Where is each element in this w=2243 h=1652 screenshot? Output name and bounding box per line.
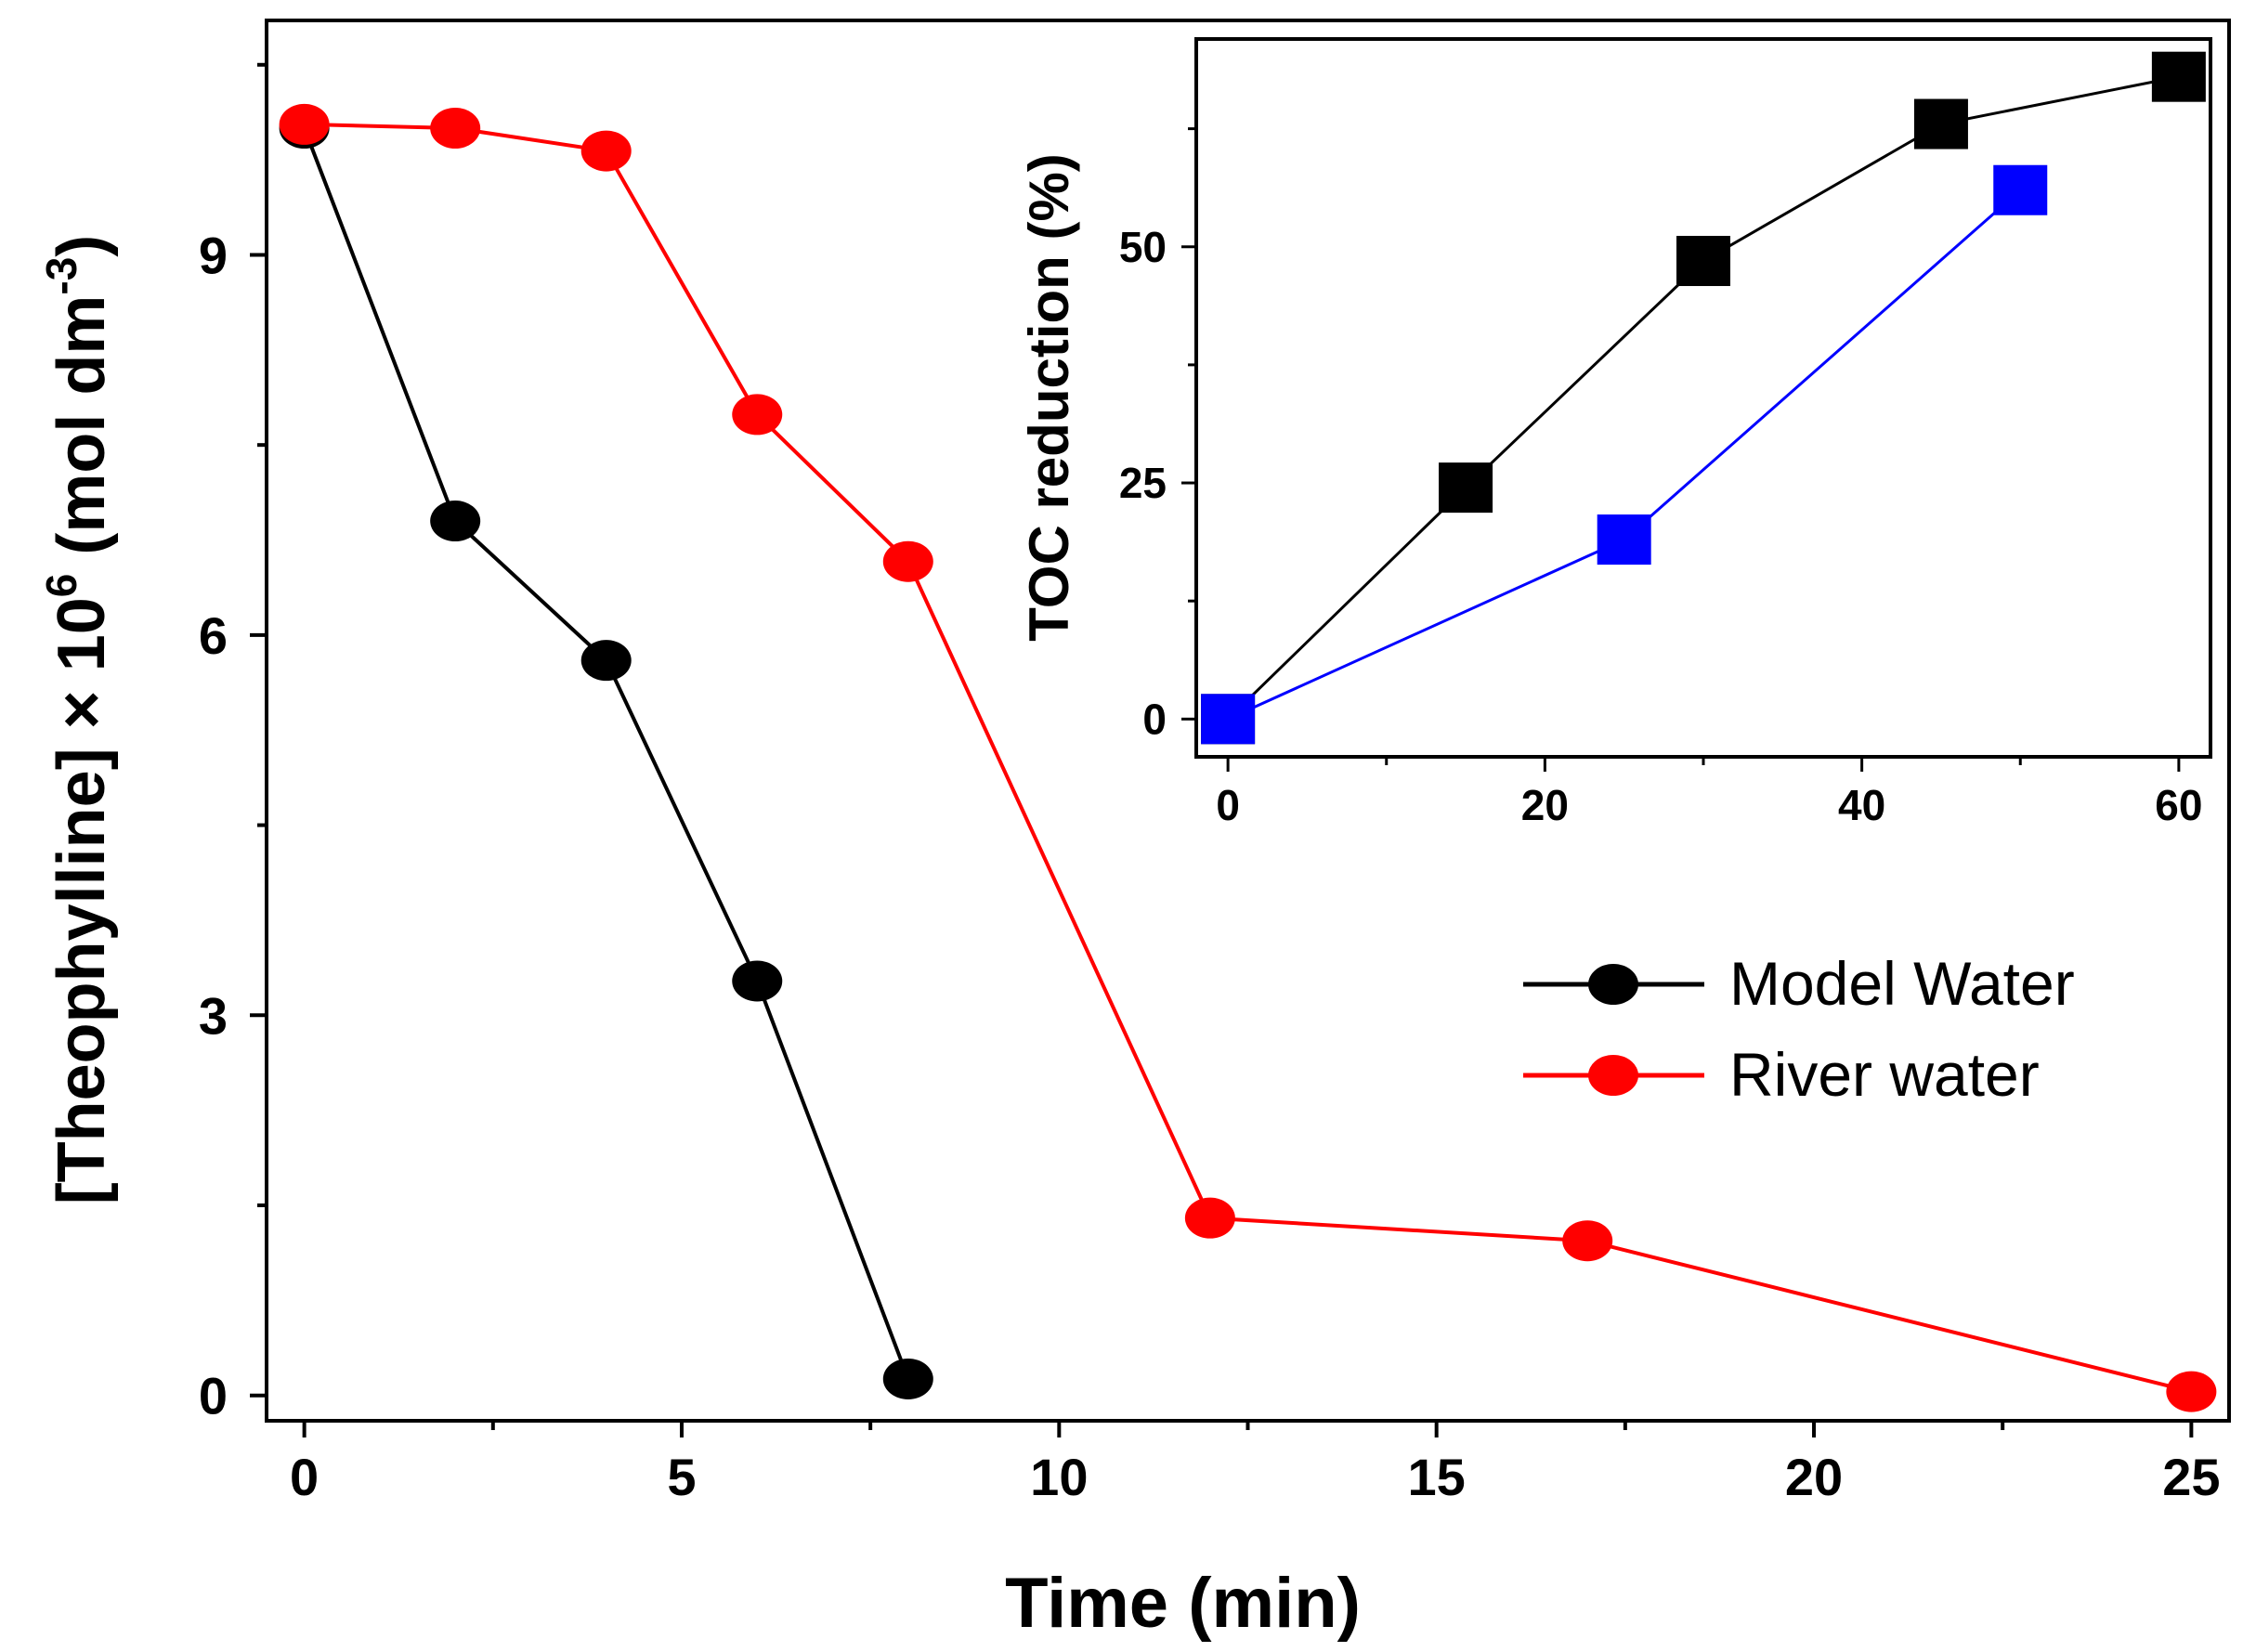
y-tick-label: 3: [199, 986, 228, 1045]
x-tick-label: 25: [2162, 1448, 2220, 1506]
inset-y-axis-title: TOC reduction (%): [1018, 153, 1080, 642]
x-tick-label: 0: [290, 1448, 319, 1506]
y-axis-title-superscript: 6: [37, 574, 85, 598]
y-tick-label: 0: [199, 1367, 228, 1425]
inset-plot: 0 20 40 60 0 25 50 TOC reduction (%): [1018, 37, 2212, 829]
data-point: [882, 1358, 933, 1399]
inset-plot-frame: [1194, 37, 2212, 759]
data-point: [430, 501, 481, 542]
legend: Model Water River water: [1523, 949, 2075, 1109]
y-axis-title-prefix: [Theophylline] × 10: [45, 597, 119, 1204]
x-tick-label: 5: [667, 1448, 696, 1506]
main-plot: 0 5 10 15 20 25 0 3 6 9 Time (min) [Theophylline] ×…: [37, 19, 2231, 1643]
inset-data-point: [1439, 462, 1493, 514]
series-line-1: [304, 122, 2192, 1394]
x-tick-label: 10: [1030, 1448, 1088, 1506]
y-axis-title-unit-end: ): [45, 235, 119, 257]
data-point: [279, 103, 330, 145]
data-point: [580, 640, 632, 682]
legend-marker: [1588, 1055, 1638, 1096]
y-axis-title-unit-start: (mol dm: [45, 295, 119, 574]
inset-x-tick-label: 60: [2155, 781, 2202, 829]
y-axis-title: [Theophylline] × 106 (mol dm-3): [37, 235, 119, 1205]
y-tick-label: 9: [199, 226, 228, 284]
inset-data-point: [2151, 51, 2206, 102]
x-tick-label: 15: [1408, 1448, 1466, 1506]
inset-data-point: [1913, 98, 1968, 150]
inset-y-tick-label: 50: [1119, 223, 1167, 271]
inset-data-point: [1597, 514, 1651, 566]
data-point: [430, 108, 481, 149]
legend-marker: [1588, 964, 1638, 1005]
data-point: [580, 130, 632, 172]
inset-x-tick-label: 0: [1216, 781, 1240, 829]
inset-y-tick-label: 0: [1142, 695, 1167, 743]
inset-x-tick-label: 20: [1521, 781, 1569, 829]
data-point: [882, 540, 933, 582]
inset-data-point: [1676, 236, 1730, 287]
legend-label: River water: [1729, 1040, 2040, 1109]
y-axis-title-unit-superscript: -3: [37, 257, 85, 295]
series-line-0: [302, 127, 910, 1380]
inset-data-point: [1993, 164, 2048, 215]
x-tick-label: 20: [1785, 1448, 1843, 1506]
data-point: [1184, 1197, 1235, 1239]
data-point: [2166, 1371, 2217, 1412]
inset-data-point: [1201, 694, 1256, 745]
legend-label: Model Water: [1729, 949, 2075, 1018]
data-point: [732, 394, 783, 436]
y-tick-label: 6: [199, 606, 228, 665]
data-point: [1562, 1220, 1613, 1262]
inset-y-tick-label: 25: [1119, 459, 1167, 507]
data-point: [732, 960, 783, 1002]
x-axis-title: Time (min): [1005, 1564, 1361, 1643]
inset-x-tick-label: 40: [1838, 781, 1885, 829]
